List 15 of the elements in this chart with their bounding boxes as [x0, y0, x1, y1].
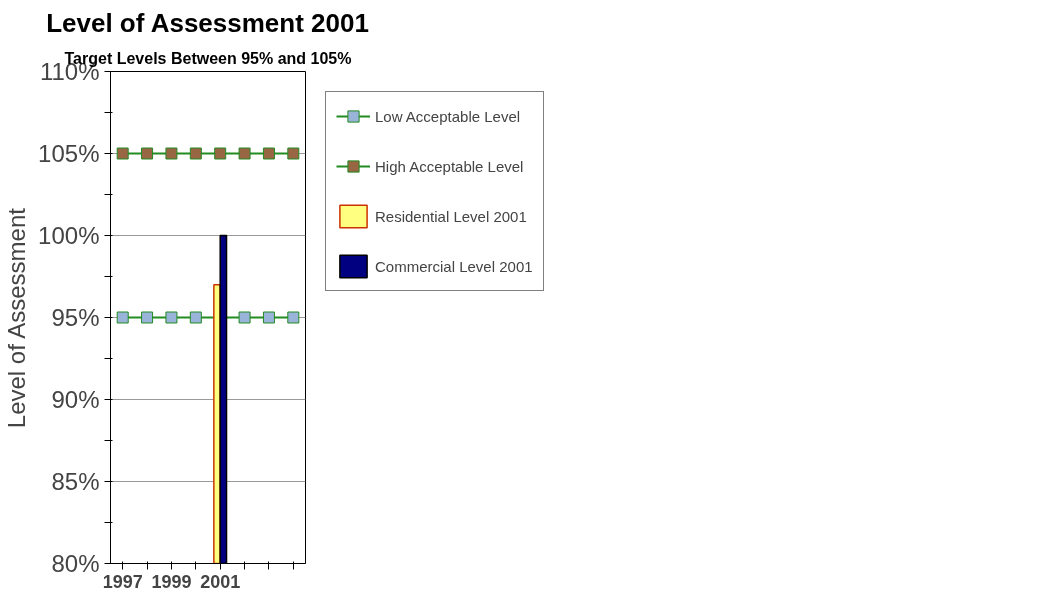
legend-label: Residential Level 2001 — [375, 207, 527, 225]
y-tick-label: 105% — [38, 140, 100, 167]
x-tick-label: 1997 — [102, 571, 143, 592]
y-tick-label: 100% — [38, 222, 100, 249]
legend-label: Low Acceptable Level — [375, 107, 521, 125]
legend-label: High Acceptable Level — [375, 157, 524, 175]
y-tick-label: 80% — [51, 550, 100, 577]
chart-title: Level of Assessment 2001 — [46, 7, 369, 38]
x-tick-label: 1999 — [151, 571, 192, 592]
y-tick-label: 95% — [51, 304, 100, 331]
x-tick-label: 2001 — [200, 571, 241, 592]
y-tick-label: 85% — [51, 468, 100, 495]
legend-label: Commercial Level 2001 — [375, 257, 533, 275]
y-axis-title: Level of Assessment — [3, 207, 31, 429]
y-tick-label: 90% — [51, 386, 100, 413]
